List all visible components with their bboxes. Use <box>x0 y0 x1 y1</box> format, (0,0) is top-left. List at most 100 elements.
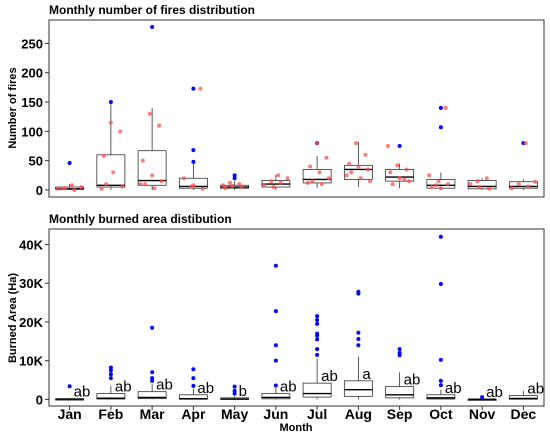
significance-letter: ab <box>156 377 173 394</box>
jitter-point <box>368 179 373 184</box>
bottom-box-group: ab ab ab ab b ab ab a ab ab ab ab <box>55 234 544 401</box>
top-y-tick-label: 150 <box>21 95 43 110</box>
outlier-point <box>191 86 196 91</box>
x-tick-label-may: May <box>221 406 248 422</box>
jitter-point <box>427 173 432 178</box>
jitter-point <box>227 180 232 185</box>
bottom-panel-title: Monthly burned area distibution <box>49 212 232 226</box>
jitter-point <box>354 141 359 146</box>
top-box-feb <box>96 100 126 191</box>
outlier-point <box>315 347 320 352</box>
top-box-group <box>55 25 538 192</box>
jitter-point <box>429 185 434 190</box>
outlier-point <box>438 281 443 286</box>
outlier-point <box>273 309 278 314</box>
jitter-point <box>111 170 116 175</box>
jitter-point <box>69 183 74 188</box>
bottom-panel-frame <box>48 228 545 407</box>
bottom-box-feb: ab <box>96 365 132 400</box>
jitter-point <box>150 173 155 178</box>
jitter-point <box>526 184 531 189</box>
top-box-nov <box>467 176 497 191</box>
top-y-tick-label: 200 <box>21 66 43 81</box>
outlier-point <box>191 383 196 388</box>
x-tick-label-sep: Sep <box>387 406 413 422</box>
jitter-point <box>152 186 157 191</box>
outlier-point <box>480 395 485 400</box>
top-box-jan <box>55 161 85 192</box>
outlier-point <box>232 173 237 178</box>
outlier-point <box>232 391 237 396</box>
outlier-point <box>273 343 278 348</box>
outlier-point <box>315 321 320 326</box>
significance-letter: ab <box>115 379 132 396</box>
outlier-point <box>356 330 361 335</box>
bottom-box-jun: ab <box>261 263 297 400</box>
bottom-y-axis-label: Burned Area (Ha) <box>7 273 19 363</box>
top-y-axis: 0 50 100 150 200 250 <box>21 36 49 198</box>
jitter-point <box>278 180 283 185</box>
top-y-tick-label: 100 <box>21 124 43 139</box>
top-box-aug <box>343 141 373 188</box>
outlier-point <box>315 318 320 323</box>
box-iqr <box>96 393 126 400</box>
significance-letter: ab <box>404 372 421 389</box>
outlier-point <box>150 370 155 375</box>
outlier-point <box>438 383 443 388</box>
top-box-mar <box>137 25 167 191</box>
jitter-point <box>365 167 370 172</box>
bottom-y-tick-label: 20K <box>19 315 43 330</box>
x-tick-label-jun: Jun <box>263 406 288 422</box>
jitter-point <box>189 184 194 189</box>
jitter-point <box>101 153 106 158</box>
jitter-point <box>385 144 390 149</box>
top-box-dec <box>508 141 538 191</box>
outlier-point <box>191 367 196 372</box>
jitter-point <box>143 182 148 187</box>
significance-letter: b <box>239 383 247 400</box>
jitter-point <box>443 105 448 110</box>
top-panel-frame <box>48 19 545 198</box>
significance-letter: ab <box>280 379 297 396</box>
jitter-point <box>315 141 320 146</box>
jitter-point <box>55 186 60 191</box>
outlier-point <box>315 314 320 319</box>
jitter-point <box>484 176 489 181</box>
outlier-point <box>108 368 113 373</box>
top-box-may <box>220 173 250 191</box>
jitter-point <box>310 179 315 184</box>
jitter-point <box>308 164 313 169</box>
top-y-tick-label: 0 <box>36 183 43 198</box>
box-iqr <box>302 169 332 184</box>
top-box-apr <box>178 86 208 191</box>
box-iqr <box>467 180 497 190</box>
x-tick-label-nov: Nov <box>469 406 496 422</box>
outlier-point <box>108 100 113 105</box>
outlier-point <box>397 347 402 352</box>
jitter-point <box>404 167 409 172</box>
box-iqr <box>385 386 415 399</box>
significance-letter: ab <box>486 384 503 401</box>
significance-letter: ab <box>321 368 338 385</box>
jitter-point <box>276 173 281 178</box>
jitter-point <box>516 182 521 187</box>
outlier-point <box>108 372 113 377</box>
jitter-point <box>319 182 324 187</box>
jitter-point <box>477 185 482 190</box>
significance-letter: ab <box>197 380 214 397</box>
bottom-box-nov: ab <box>467 384 503 401</box>
jitter-point <box>388 170 393 175</box>
jitter-point <box>138 182 143 187</box>
jitter-point <box>120 184 125 189</box>
jitter-point <box>140 158 145 163</box>
jitter-point <box>104 182 109 187</box>
bottom-box-oct: ab <box>426 234 462 400</box>
jitter-point <box>324 155 329 160</box>
bottom-box-apr: ab <box>178 367 214 400</box>
jitter-point <box>108 120 113 125</box>
outlier-point <box>315 352 320 357</box>
top-y-tick-label: 250 <box>21 36 43 51</box>
outlier-point <box>397 144 402 149</box>
outlier-point <box>273 383 278 388</box>
outlier-point <box>67 384 72 389</box>
